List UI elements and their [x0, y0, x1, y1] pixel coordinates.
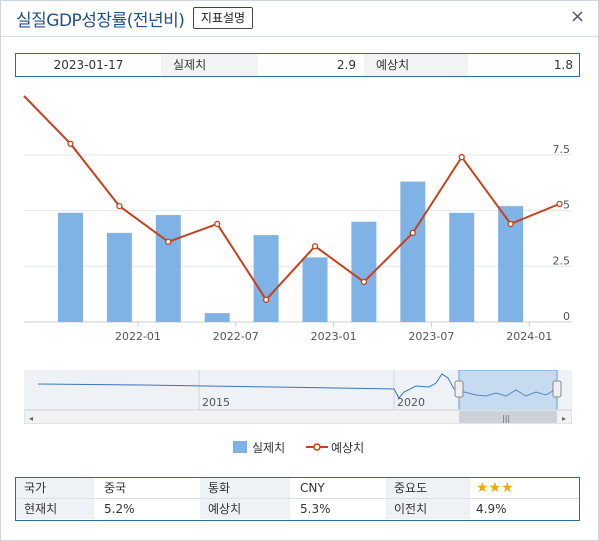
- x-tick-label: 2022-07: [213, 330, 259, 343]
- indicator-help-button[interactable]: 지표설명: [193, 7, 253, 29]
- legend-actual-label[interactable]: 실제치: [252, 441, 286, 455]
- importance-stars-icon: ★★★: [476, 480, 514, 496]
- header-divider: [0, 36, 599, 37]
- y-tick-label: 7.5: [553, 143, 571, 156]
- forecast-point[interactable]: [409, 229, 416, 237]
- gdp-growth-chart: 0 2.5 5 7.5 2022-01 2022-07 2023-01 2023-07 2024…: [23, 95, 572, 343]
- country-value: 중국: [104, 481, 127, 495]
- release-info-bar: 2023-01-17 실제치 2.9 예상치 1.8: [15, 53, 580, 77]
- current-value: 5.2%: [104, 502, 135, 516]
- bar-actual[interactable]: [204, 313, 230, 322]
- bar-actual[interactable]: [302, 257, 328, 322]
- forecast-value: 1.8: [553, 58, 573, 72]
- details-row: 현재치 5.2% 예상치 5.3% 이전치 4.9%: [16, 498, 579, 520]
- forecast-point[interactable]: [507, 220, 514, 228]
- forecast-point[interactable]: [458, 153, 465, 161]
- scroll-grip-icon: |||: [502, 414, 510, 423]
- bar-actual[interactable]: [253, 235, 279, 322]
- scroll-right-arrow[interactable]: ▸: [562, 414, 566, 423]
- forecast-line: [23, 95, 560, 302]
- forecast-point[interactable]: [556, 200, 563, 208]
- navigator-year-label: 2015: [202, 396, 230, 409]
- bar-actual[interactable]: [155, 215, 181, 322]
- bar-actual[interactable]: [449, 212, 475, 322]
- forecast-label-bottom: 예상치: [200, 499, 290, 519]
- bar-actual[interactable]: [57, 212, 83, 322]
- importance-label: 중요도: [386, 478, 470, 498]
- x-tick-label: 2022-01: [115, 330, 161, 343]
- indicator-title: 실질GDP성장률(전년비): [16, 11, 185, 31]
- navigator-series-line: [37, 373, 561, 399]
- legend-line-swatch[interactable]: [306, 441, 328, 453]
- currency-label: 통화: [200, 478, 290, 498]
- bar-actual[interactable]: [400, 181, 426, 322]
- navigator-year-label: 2020: [397, 396, 425, 409]
- close-icon[interactable]: ×: [570, 6, 586, 27]
- forecast-point[interactable]: [360, 278, 368, 286]
- navigator-right-handle[interactable]: [552, 380, 562, 398]
- bar-actual[interactable]: [351, 221, 377, 322]
- y-tick-label: 0: [563, 310, 570, 323]
- navigator-background: [24, 370, 572, 410]
- x-tick-label: 2024-01: [506, 330, 552, 343]
- x-tick-label: 2023-07: [408, 330, 454, 343]
- navigator-selection[interactable]: [458, 370, 558, 411]
- navigator-scrollbar-track[interactable]: [24, 409, 572, 424]
- navigator-scrollbar-thumb[interactable]: [459, 411, 557, 423]
- forecast-point[interactable]: [165, 238, 172, 245]
- previous-label: 이전치: [386, 499, 470, 519]
- forecast-point[interactable]: [311, 243, 319, 250]
- forecast-point[interactable]: [262, 296, 270, 303]
- indicator-details-table: 국가 중국 통화 CNY 중요도 ★★★ 현재치 5.2% 예상치 5.3% 이…: [15, 477, 580, 521]
- currency-value: CNY: [300, 481, 325, 495]
- chart-legend: 실제치 예상치: [0, 438, 599, 458]
- forecast-point[interactable]: [67, 140, 74, 147]
- country-label: 국가: [16, 478, 94, 498]
- actual-label: 실제치: [161, 54, 258, 76]
- y-tick-label: 5: [563, 199, 570, 212]
- forecast-point[interactable]: [214, 220, 221, 228]
- forecast-point[interactable]: [116, 202, 123, 210]
- actual-value: 2.9: [336, 58, 356, 72]
- scroll-left-arrow[interactable]: ◂: [29, 414, 33, 423]
- legend-forecast-label[interactable]: 예상치: [331, 441, 365, 455]
- time-navigator[interactable]: ◂ ▸ ||| 2015 2020: [24, 370, 572, 424]
- bar-actual[interactable]: [106, 232, 132, 322]
- previous-value: 4.9%: [476, 502, 507, 516]
- x-tick-label: 2023-01: [311, 330, 357, 343]
- forecast-label: 예상치: [364, 54, 468, 76]
- legend-bar-swatch[interactable]: [233, 441, 247, 453]
- navigator-left-handle[interactable]: [454, 380, 464, 398]
- release-date: 2023-01-17: [53, 58, 124, 72]
- details-row: 국가 중국 통화 CNY 중요도 ★★★: [16, 478, 579, 499]
- current-label: 현재치: [16, 499, 94, 519]
- y-tick-label: 2.5: [553, 254, 571, 267]
- forecast-value-bottom: 5.3%: [300, 502, 331, 516]
